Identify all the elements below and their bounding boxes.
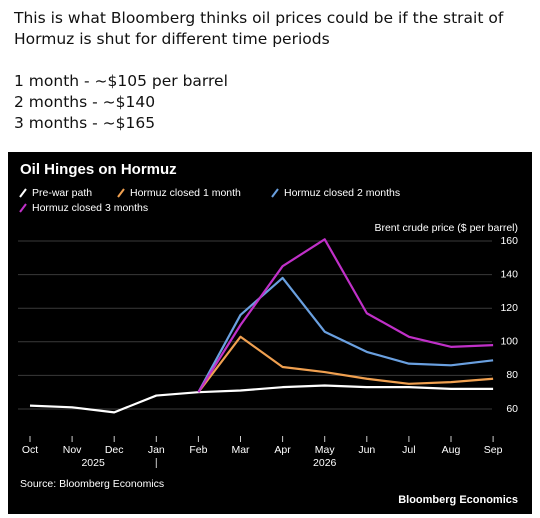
y-tick-label: 100 — [500, 336, 518, 348]
y-tick-label: 120 — [500, 302, 518, 314]
legend-swatch — [117, 188, 125, 198]
text-line: This is what Bloomberg thinks oil prices… — [14, 9, 504, 27]
legend-swatch — [271, 188, 279, 198]
y-tick-label: 60 — [506, 403, 518, 415]
x-tick-label: Jun — [358, 444, 375, 456]
text-line: Hormuz is shut for different time period… — [14, 30, 330, 48]
series-line — [197, 238, 494, 393]
y-tick-label: 160 — [500, 235, 518, 247]
legend-label: Hormuz closed 2 months — [284, 187, 400, 199]
x-tick-label: Jan — [148, 444, 165, 456]
series-line — [29, 384, 494, 414]
legend-label: Hormuz closed 1 month — [130, 187, 241, 199]
x-tick-label: Dec — [105, 444, 124, 456]
y-axis-label: Brent crude price ($ per barrel) — [374, 222, 518, 234]
legend-label: Pre-war path — [32, 187, 92, 199]
y-tick-label: 140 — [500, 268, 518, 280]
series-line — [197, 276, 494, 393]
source: Source: Bloomberg Economics — [20, 478, 164, 490]
chart-background — [8, 152, 532, 514]
x-tick-label: Nov — [63, 444, 82, 456]
legend-swatch — [19, 203, 27, 213]
x-tick-label: Oct — [22, 444, 38, 456]
legend-label: Hormuz closed 3 months — [32, 202, 148, 214]
x-tick-label: Feb — [189, 444, 207, 456]
x-tick-label: Apr — [274, 444, 291, 456]
legend-swatch — [19, 188, 27, 198]
text-line: 3 months - ~$165 — [14, 114, 156, 132]
text-line: 2 months - ~$140 — [14, 93, 156, 111]
series-line — [197, 335, 494, 393]
x-tick-label: Sep — [484, 444, 503, 456]
x-tick-label: Jul — [402, 444, 415, 456]
post-text: This is what Bloomberg thinks oil prices… — [14, 8, 534, 134]
text-line: 1 month - ~$105 per barrel — [14, 72, 228, 90]
chart-title: Oil Hinges on Hormuz — [20, 161, 177, 178]
x-tick-label: Mar — [231, 444, 250, 456]
y-tick-label: 80 — [506, 369, 518, 381]
brand: Bloomberg Economics — [398, 494, 518, 506]
x-tick-label: May — [315, 444, 336, 456]
x-tick-label: Aug — [442, 444, 461, 456]
year-label: 2025 — [81, 457, 105, 469]
year-label: 2026 — [313, 457, 337, 469]
